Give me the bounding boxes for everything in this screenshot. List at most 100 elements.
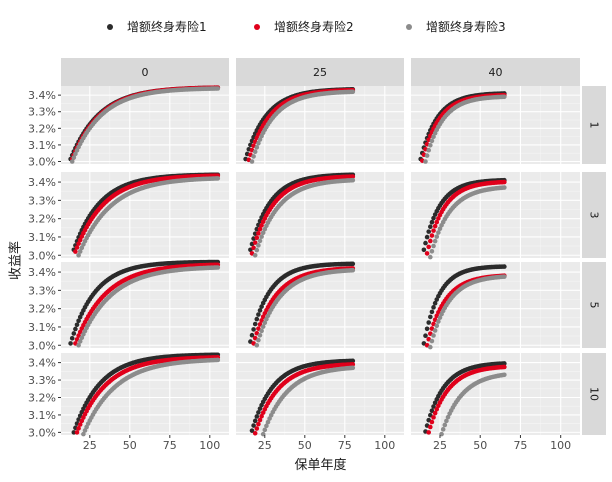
data-point-series-3 [69, 159, 75, 164]
data-point-series-3 [254, 247, 260, 253]
data-point-series-2 [254, 426, 260, 431]
row-strip-label-1: 1 [588, 122, 601, 129]
col-strip-label-25: 25 [313, 66, 327, 79]
data-point-series-1 [69, 335, 75, 341]
x-tick-label: 50 [473, 439, 487, 452]
data-point-series-3 [82, 428, 88, 433]
data-point-series-3 [436, 230, 441, 235]
x-tick-label: 100 [374, 439, 395, 452]
data-point-series-3 [262, 427, 268, 433]
x-tick-label: 50 [123, 439, 137, 452]
y-tick-label: 3.2% [28, 391, 56, 404]
data-point-series-3 [431, 333, 436, 338]
data-point-series-2 [431, 228, 436, 233]
y-tick-label: 3.4% [28, 89, 56, 102]
y-tick-label: 3.3% [28, 284, 56, 297]
col-strip-25 [236, 58, 404, 86]
data-point-series-2 [259, 413, 264, 419]
data-point-series-3 [445, 414, 451, 420]
data-point-series-3 [259, 234, 264, 239]
data-point-series-1 [76, 318, 81, 324]
x-tick-label: 25 [83, 439, 97, 452]
data-point-series-3 [81, 431, 86, 437]
data-point-series-1 [428, 224, 433, 229]
data-point-series-3 [434, 234, 440, 239]
y-tick-label: 3.2% [28, 303, 56, 316]
data-point-series-2 [424, 251, 430, 256]
data-point-series-1 [249, 428, 255, 433]
row-strip-label-5: 5 [588, 302, 601, 309]
data-point-series-2 [252, 240, 258, 245]
data-point-series-3 [257, 333, 263, 338]
panel-row-10-col-40 [411, 353, 580, 437]
data-point-series-3 [424, 153, 430, 158]
x-tick-label: 75 [163, 439, 177, 452]
legend-key-3 [406, 24, 412, 30]
data-point-series-3 [252, 149, 258, 155]
data-point-series-3 [256, 243, 261, 248]
data-point-series-2 [77, 329, 83, 335]
data-point-series-1 [256, 312, 261, 317]
panel-row-3-col-25 [236, 172, 404, 258]
data-point-series-3 [428, 143, 433, 148]
legend-label-3: 增额终身寿险3 [426, 19, 506, 34]
data-point-series-1 [431, 305, 436, 310]
data-point-series-1 [251, 327, 256, 332]
data-point-series-2 [350, 174, 356, 179]
data-point-series-2 [429, 233, 435, 238]
data-point-series-2 [502, 364, 507, 370]
y-tick-label: 3.2% [28, 213, 56, 226]
data-point-series-3 [260, 324, 266, 329]
data-point-series-3 [79, 245, 85, 251]
data-point-series-3 [262, 320, 268, 326]
y-tick-label: 3.1% [28, 231, 56, 244]
data-point-series-3 [432, 328, 438, 333]
data-point-series-2 [252, 430, 258, 436]
data-point-series-2 [432, 223, 438, 229]
data-point-series-3 [215, 176, 221, 181]
panel-row-1-col-40 [411, 86, 580, 164]
data-point-series-3 [254, 342, 260, 348]
y-tick-label: 3.0% [28, 249, 56, 262]
data-point-series-3 [252, 252, 258, 258]
data-point-series-1 [257, 406, 263, 411]
data-point-series-1 [429, 219, 435, 225]
data-point-series-1 [429, 309, 435, 315]
data-point-series-2 [434, 219, 440, 225]
data-point-series-3 [73, 151, 78, 157]
data-point-series-2 [256, 231, 261, 236]
data-point-series-1 [502, 264, 507, 269]
col-strip-label-0: 0 [142, 66, 149, 79]
panel-row-10-col-0 [61, 352, 229, 437]
data-point-series-1 [423, 240, 428, 246]
col-strip-0 [61, 58, 229, 86]
data-point-series-3 [502, 274, 507, 279]
data-point-series-1 [252, 418, 258, 424]
data-point-series-1 [71, 331, 77, 336]
data-point-series-3 [350, 267, 356, 273]
facet-strips: 0 25 40 1 3 5 10 [61, 58, 606, 435]
data-point-series-3 [249, 159, 255, 164]
data-point-series-3 [437, 315, 443, 320]
x-tick-label: 75 [338, 439, 352, 452]
panel-row-10-col-25 [236, 353, 404, 437]
data-point-series-2 [428, 238, 433, 244]
panel-row-5-col-25 [236, 261, 404, 348]
data-point-series-3 [254, 145, 260, 150]
row-strip-5 [582, 262, 606, 348]
data-point-series-2 [431, 415, 436, 420]
data-point-series-2 [426, 244, 432, 250]
x-axis-title: 保单年度 [294, 457, 346, 473]
data-point-series-3 [215, 357, 221, 363]
x-tick-label: 25 [433, 439, 447, 452]
data-point-series-1 [428, 314, 433, 320]
data-point-series-3 [426, 147, 432, 153]
data-point-series-1 [251, 423, 256, 428]
x-tick-label: 100 [199, 439, 220, 452]
row-strip-label-10: 10 [588, 387, 601, 401]
data-point-series-3 [264, 423, 269, 429]
data-point-series-2 [76, 426, 81, 431]
data-point-series-2 [79, 418, 85, 424]
data-point-series-3 [76, 252, 81, 258]
